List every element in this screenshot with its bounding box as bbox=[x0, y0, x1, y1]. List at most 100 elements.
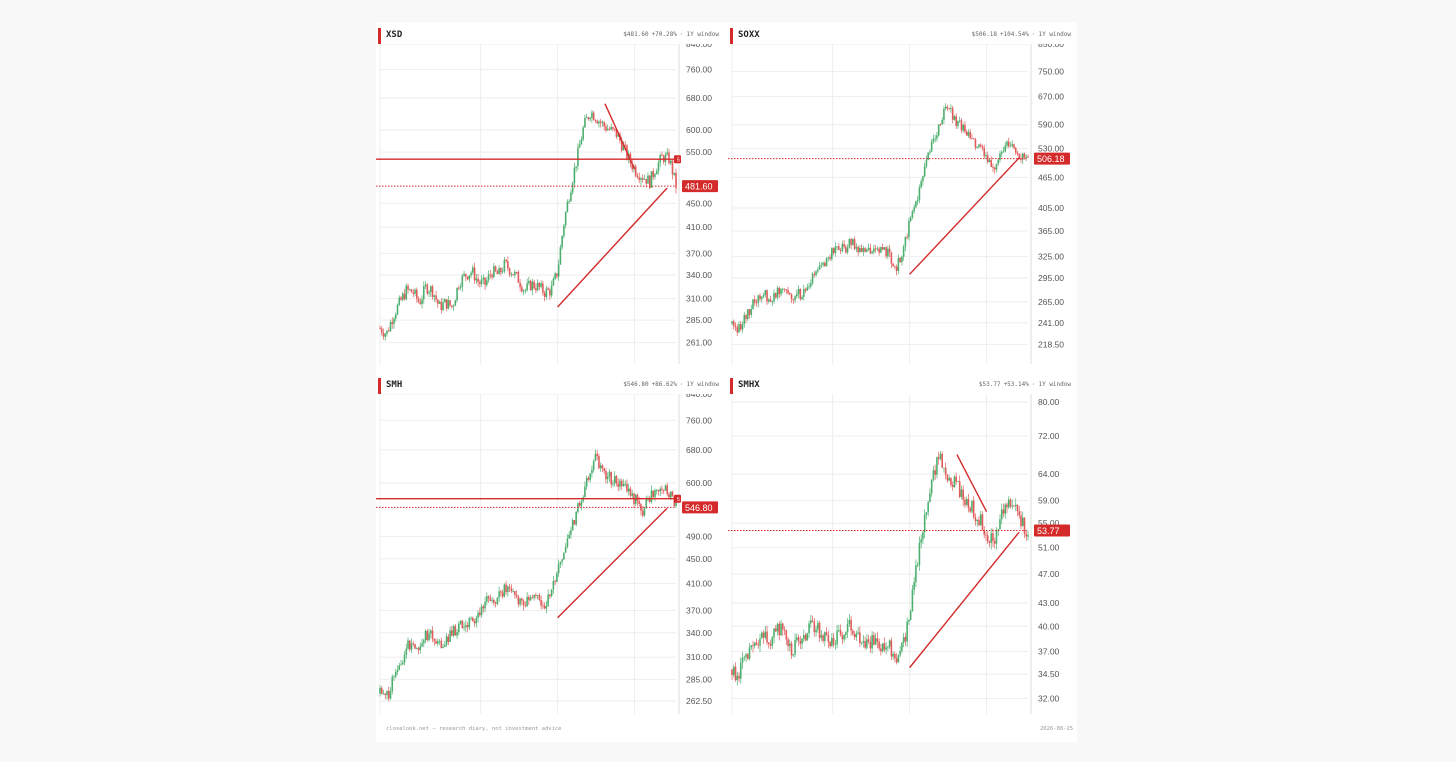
candle-body bbox=[992, 533, 994, 542]
candle-body bbox=[559, 561, 562, 565]
candle-body bbox=[862, 641, 865, 643]
candle-body bbox=[731, 321, 733, 324]
candle-body bbox=[913, 582, 915, 590]
candle-body bbox=[480, 606, 483, 616]
candle-body bbox=[1009, 145, 1012, 147]
candle-body bbox=[501, 592, 504, 597]
candle-body bbox=[983, 148, 986, 157]
candle-body bbox=[988, 541, 991, 543]
candle-body bbox=[787, 639, 789, 647]
candle-body bbox=[843, 244, 845, 247]
candle-body bbox=[592, 112, 595, 121]
candle-body bbox=[806, 287, 809, 291]
candle-body bbox=[739, 662, 742, 679]
candle-body bbox=[408, 640, 411, 650]
candle-body bbox=[860, 642, 863, 644]
candle-body bbox=[536, 282, 539, 291]
candle-body bbox=[732, 666, 735, 676]
candle-body bbox=[480, 279, 483, 285]
candle-body bbox=[951, 108, 954, 120]
candle-body bbox=[876, 248, 879, 250]
candle-body bbox=[384, 693, 387, 696]
candle-body bbox=[456, 287, 458, 301]
candle-body bbox=[440, 640, 443, 649]
candle-body bbox=[1004, 145, 1007, 152]
candle-body bbox=[428, 633, 430, 641]
candle-body bbox=[655, 171, 658, 175]
chart-meta: $546.80 +86.62% · 1Y window bbox=[620, 381, 719, 388]
candle-body bbox=[410, 643, 413, 650]
candle-body bbox=[941, 119, 943, 125]
candle-body bbox=[815, 629, 817, 633]
candle-body bbox=[486, 280, 488, 285]
resistance-tag bbox=[674, 155, 681, 164]
candle-body bbox=[408, 289, 411, 291]
candle-body bbox=[452, 305, 455, 307]
candle-body bbox=[508, 586, 511, 589]
candle-body bbox=[484, 601, 486, 609]
candle-body bbox=[554, 273, 556, 279]
candle-body bbox=[587, 117, 590, 120]
candle-body bbox=[599, 121, 602, 123]
candle-body bbox=[922, 532, 924, 540]
candle-body bbox=[545, 288, 548, 297]
candle-body bbox=[766, 290, 768, 302]
candle-body bbox=[396, 304, 399, 315]
candle-body bbox=[934, 470, 936, 475]
candle-body bbox=[592, 461, 595, 470]
y-tick-label: 340.00 bbox=[686, 628, 712, 638]
y-tick-label: 40.00 bbox=[1038, 621, 1060, 631]
candle-body bbox=[501, 271, 504, 273]
candle-body bbox=[438, 640, 441, 642]
support-trendline bbox=[557, 187, 668, 308]
candle-body bbox=[619, 480, 621, 487]
last-price-label: 546.80 bbox=[685, 503, 713, 513]
y-tick-label: 51.00 bbox=[1038, 543, 1060, 553]
candle-body bbox=[629, 488, 632, 496]
candle-body bbox=[479, 282, 481, 285]
candle-body bbox=[472, 617, 474, 622]
candle-body bbox=[662, 489, 665, 491]
candle-body bbox=[612, 127, 614, 129]
candle-body bbox=[957, 481, 959, 482]
candle-body bbox=[578, 144, 581, 148]
candle-body bbox=[407, 285, 409, 290]
candle-body bbox=[738, 324, 740, 333]
candle-body bbox=[783, 629, 786, 631]
candle-body bbox=[767, 642, 770, 645]
candle-body bbox=[753, 642, 756, 646]
candle-body bbox=[422, 640, 425, 644]
candle-body bbox=[559, 247, 562, 265]
candle-body bbox=[1006, 504, 1008, 508]
candle-body bbox=[396, 670, 399, 672]
candle-body bbox=[601, 122, 604, 123]
candle-body bbox=[596, 453, 598, 457]
candle-body bbox=[512, 274, 514, 276]
price-label: $546.80 bbox=[623, 381, 649, 388]
candle-body bbox=[517, 596, 520, 605]
candle-body bbox=[389, 691, 392, 699]
candle-body bbox=[972, 500, 975, 517]
candle-body bbox=[852, 630, 854, 634]
candle-body bbox=[774, 293, 777, 298]
candle-body bbox=[655, 489, 658, 491]
candle-body bbox=[801, 296, 803, 300]
candle-body bbox=[389, 322, 392, 332]
candle-body bbox=[838, 630, 840, 632]
candle-body bbox=[585, 477, 588, 487]
candle-body bbox=[657, 489, 660, 492]
candle-body bbox=[939, 124, 942, 126]
y-tick-label: 680.00 bbox=[686, 93, 712, 103]
candle-body bbox=[888, 248, 891, 253]
candle-body bbox=[386, 330, 388, 334]
candle-body bbox=[799, 640, 802, 644]
candle-body bbox=[549, 594, 551, 597]
candle-body bbox=[832, 637, 835, 645]
candle-body bbox=[923, 166, 926, 177]
candle-body bbox=[962, 489, 964, 500]
candle-body bbox=[1025, 533, 1028, 537]
candle-body bbox=[626, 483, 628, 492]
candle-body bbox=[640, 178, 642, 180]
candle-body bbox=[995, 163, 998, 170]
candle-body bbox=[881, 247, 884, 250]
